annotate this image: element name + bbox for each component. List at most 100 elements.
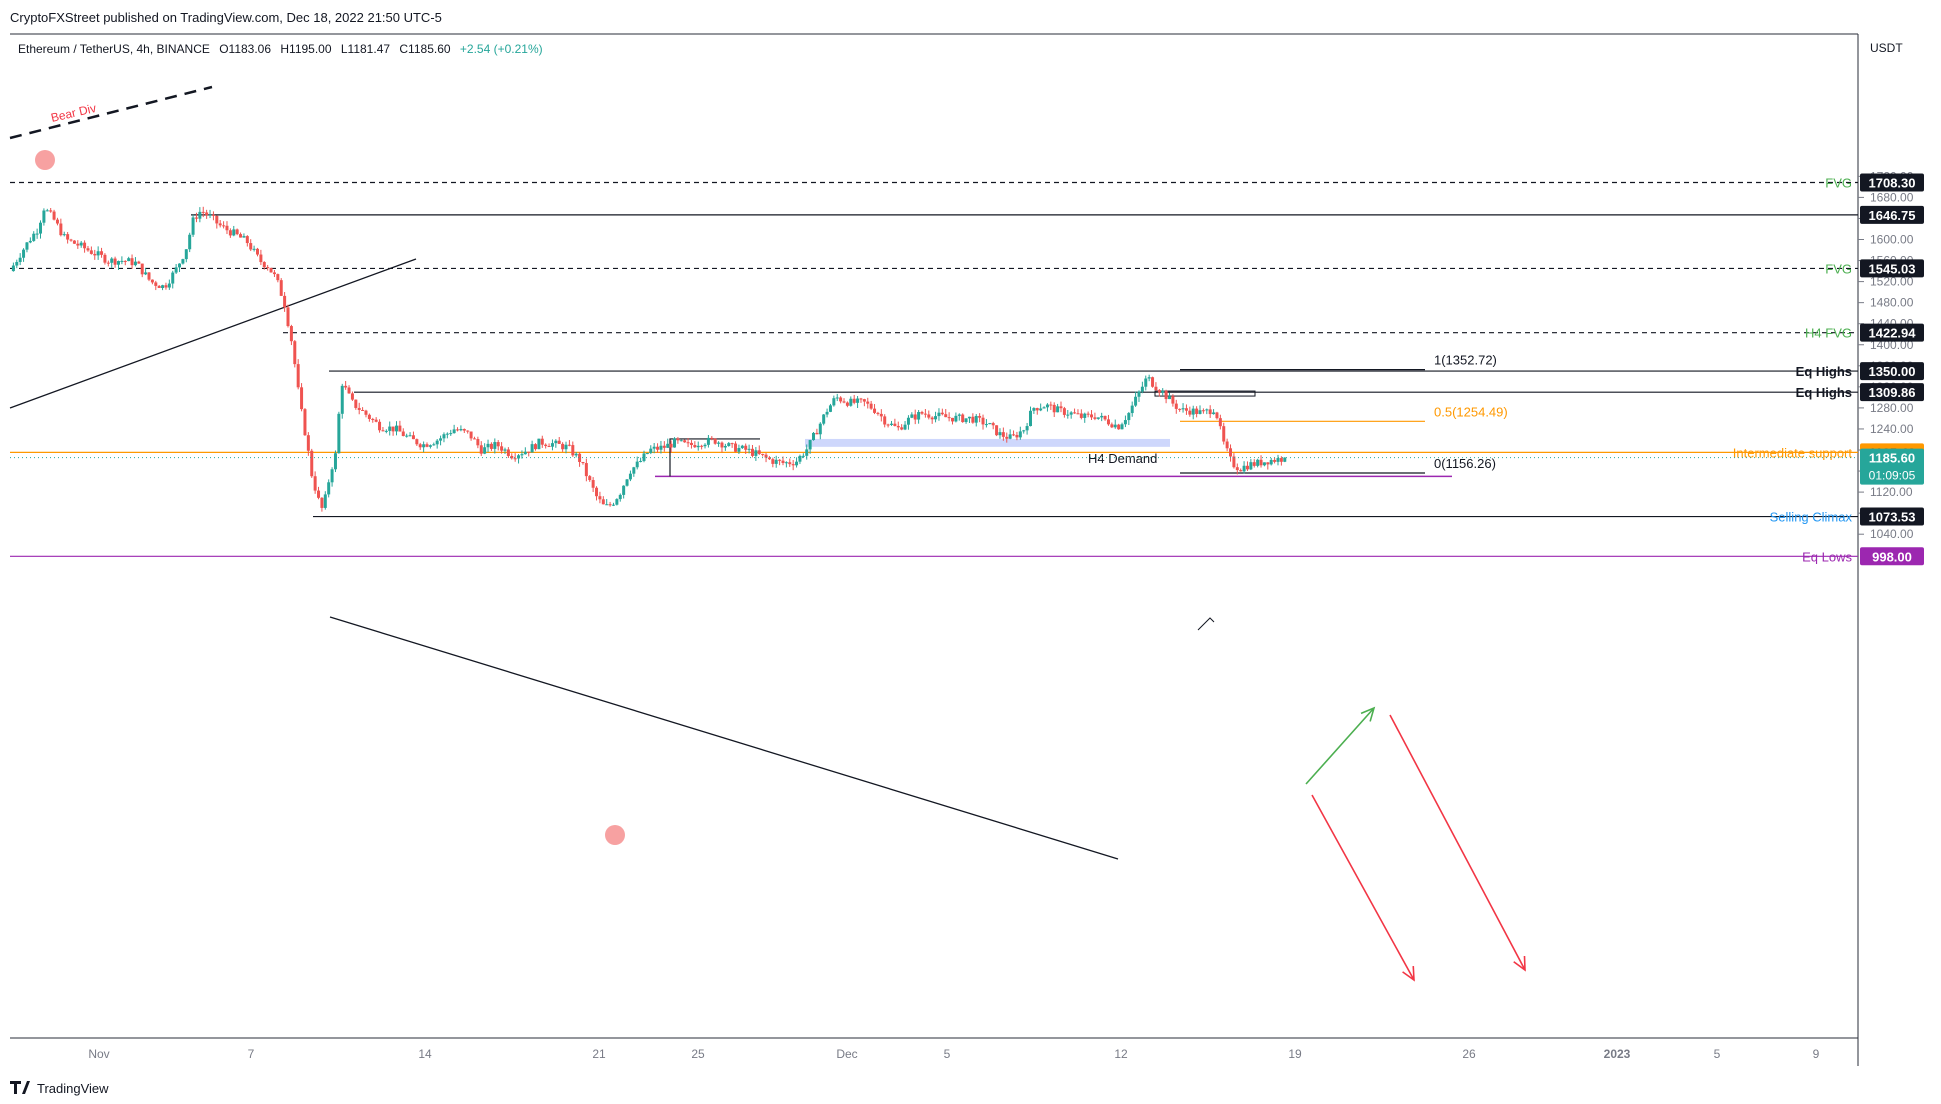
candle-body	[689, 442, 693, 446]
candle-body	[317, 490, 321, 498]
candle-body	[272, 272, 276, 275]
price-tag	[1860, 259, 1924, 278]
candle-body	[791, 464, 795, 466]
candle-body	[415, 439, 419, 445]
candle-body	[659, 445, 663, 450]
candle-body	[540, 438, 544, 445]
candle-body	[571, 445, 575, 456]
last-price-value: 1185.60	[1869, 451, 1915, 466]
candle-body	[1276, 458, 1280, 462]
candle-body	[618, 494, 622, 500]
candle-body	[995, 425, 999, 436]
candle-body	[930, 417, 934, 420]
candle-body	[764, 454, 768, 458]
candle-body	[1188, 410, 1192, 415]
candle-body	[859, 398, 863, 400]
projection-arrow-down-2	[1389, 714, 1526, 971]
candle-body	[1208, 409, 1212, 415]
candle-body	[215, 215, 219, 224]
candle-body	[1225, 441, 1229, 449]
candle-body	[422, 444, 426, 448]
price-tag	[1860, 362, 1924, 381]
candle-body	[357, 407, 361, 410]
candle-body	[15, 261, 19, 266]
x-tick-label: 12	[1114, 1047, 1128, 1061]
candle-body	[954, 415, 958, 422]
candle-body	[601, 499, 605, 505]
candle-body	[86, 248, 90, 251]
candle-body	[805, 449, 809, 456]
candle-body	[228, 230, 232, 236]
candle-body	[408, 435, 412, 437]
candle-body	[720, 442, 724, 448]
candle-body	[1178, 408, 1182, 410]
price-tag	[1860, 383, 1924, 402]
candle-body	[1144, 378, 1148, 387]
candle-body	[42, 210, 46, 223]
candle-body	[289, 326, 293, 342]
candle-body	[937, 412, 941, 417]
candle-body	[900, 427, 904, 430]
projection-arrow-down-1-head	[1402, 965, 1415, 982]
candle-body	[635, 461, 639, 468]
candle-body	[361, 409, 365, 411]
candle-body	[266, 267, 270, 269]
price-tag-label: 1073.53	[1869, 510, 1916, 525]
candle-body	[896, 425, 900, 428]
candle-body	[483, 447, 487, 454]
horizontal-levels: FVG FVG H4 FVG Eq Highs Eq Highs Intermediate…	[10, 176, 1858, 564]
tradingview-brand: TradingView	[37, 1081, 109, 1096]
candle-body	[1195, 408, 1199, 414]
level-label: Intermediate support	[1733, 445, 1853, 460]
price-tag	[1860, 323, 1924, 342]
candle-body	[1269, 459, 1273, 465]
candle-body	[686, 442, 690, 444]
candle-body	[418, 444, 422, 448]
candle-body	[439, 438, 443, 441]
candle-body	[703, 444, 707, 447]
candle-body	[788, 462, 792, 465]
candle-body	[381, 430, 385, 432]
candle-body	[140, 263, 144, 275]
x-tick-label: Nov	[88, 1047, 109, 1061]
candle-body	[1035, 408, 1039, 411]
candle-body	[479, 445, 483, 454]
candle-body	[1066, 414, 1070, 416]
candle-body	[350, 393, 354, 400]
candle-body	[974, 415, 978, 423]
x-tick-label: 2023	[1604, 1047, 1631, 1061]
candle-body	[669, 443, 673, 448]
candle-body	[649, 448, 653, 454]
candle-body	[567, 444, 571, 446]
candle-body	[673, 438, 677, 448]
candle-body	[517, 455, 521, 459]
candle-body	[1008, 434, 1012, 439]
price-tag-label: 1646.75	[1869, 208, 1916, 223]
candle-body	[127, 258, 131, 262]
candle-body	[622, 485, 626, 495]
candle-body	[144, 272, 148, 275]
candle-body	[913, 414, 917, 420]
candle-body	[306, 435, 310, 451]
candle-body	[1059, 406, 1063, 409]
candle-body	[588, 476, 592, 481]
candle-body	[401, 431, 405, 437]
candle-body	[462, 429, 466, 431]
y-tick-label: 1240.00	[1870, 422, 1914, 436]
y-tick-label: 1520.00	[1870, 275, 1914, 289]
candle-body	[1096, 417, 1100, 419]
candle-body	[181, 259, 185, 264]
candle-body	[828, 405, 832, 412]
candle-body	[428, 445, 432, 447]
candle-body	[991, 423, 995, 426]
candle-body	[527, 451, 531, 453]
candle-body	[18, 257, 22, 262]
last-price-tag	[1860, 448, 1924, 485]
candle-body	[472, 438, 476, 440]
candle-body	[137, 261, 141, 264]
candle-body	[11, 265, 15, 272]
candle-body	[106, 262, 110, 264]
candle-body	[66, 234, 70, 240]
candle-body	[1273, 459, 1277, 462]
